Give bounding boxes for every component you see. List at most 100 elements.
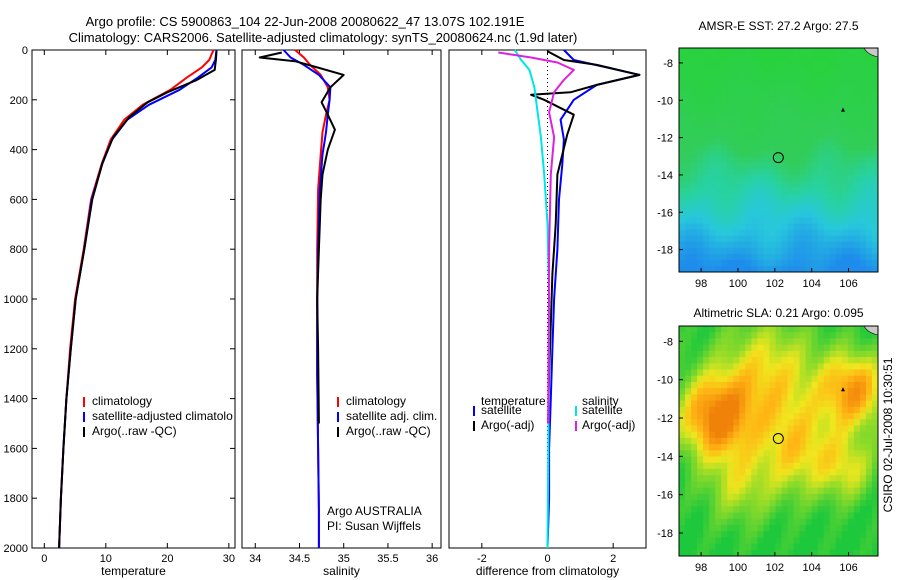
map-cell: [871, 431, 879, 439]
map-cell: [817, 66, 825, 73]
map-cell: [841, 531, 849, 538]
map-cell: [757, 549, 764, 557]
map-cell: [763, 500, 770, 507]
map-cell: [841, 468, 849, 476]
map-cell: [739, 265, 746, 273]
map-cell: [769, 217, 776, 224]
map-cell: [799, 388, 807, 395]
map-cell: [769, 369, 776, 377]
map-cell: [817, 205, 825, 212]
x-tick-label: 20: [161, 553, 173, 565]
map-cell: [817, 344, 825, 352]
map-cell: [847, 199, 855, 206]
map-cell: [721, 132, 728, 140]
map-cell: [865, 512, 873, 520]
map-cell: [787, 66, 794, 73]
map-cell: [751, 487, 758, 495]
map-cell: [829, 187, 837, 194]
map-cell: [751, 332, 758, 339]
map-cell: [703, 493, 710, 501]
map-cell: [727, 450, 734, 457]
map-cell: [829, 199, 837, 206]
map-cell: [799, 187, 807, 194]
map-cell: [829, 350, 837, 358]
map-cell: [799, 156, 807, 164]
map-cell: [841, 357, 849, 364]
map-cell: [841, 144, 849, 152]
map-cell: [691, 138, 698, 146]
map-cell: [721, 193, 728, 200]
map-cell: [829, 144, 837, 152]
map-cell: [739, 138, 746, 146]
map-cell: [823, 543, 831, 551]
map-cell: [763, 169, 770, 176]
map-cell: [751, 500, 758, 507]
map-cell: [709, 531, 716, 538]
map-cell: [775, 235, 782, 243]
map-cell: [859, 381, 867, 389]
map-cell: [685, 450, 692, 457]
map-cell: [679, 193, 686, 200]
map-cell: [841, 332, 849, 339]
map-cell: [793, 144, 801, 152]
map-cell: [721, 175, 728, 182]
map-cell: [769, 425, 776, 433]
map-cell: [763, 543, 770, 551]
map-cell: [715, 84, 722, 91]
map-cell: [811, 475, 819, 482]
map-cell: [775, 394, 782, 401]
map-cell: [775, 456, 782, 464]
map-cell: [871, 350, 879, 358]
map-cell: [775, 108, 782, 115]
map-cell: [727, 96, 734, 103]
map-cell: [835, 229, 843, 237]
map-cell: [799, 132, 807, 140]
map-cell: [709, 48, 716, 55]
map-cell: [829, 72, 837, 79]
map-cell: [685, 487, 692, 495]
map-cell: [823, 163, 831, 170]
map-cell: [829, 66, 837, 73]
map-cell: [787, 375, 794, 383]
map-cell: [697, 543, 704, 551]
map-cell: [841, 500, 849, 507]
map-cell: [787, 259, 794, 267]
map-cell: [769, 394, 776, 401]
map-cell: [751, 350, 758, 358]
map-cell: [769, 78, 776, 85]
map-cell: [709, 481, 716, 489]
map-cell: [685, 72, 692, 79]
map-cell: [697, 381, 704, 389]
map-cell: [733, 108, 740, 115]
map-cell: [769, 487, 776, 495]
map-cell: [817, 217, 825, 224]
map-cell: [685, 120, 692, 128]
map-cell: [685, 437, 692, 445]
map-cell: [691, 241, 698, 249]
map-cell: [799, 468, 807, 476]
map-cell: [799, 456, 807, 464]
map-cell: [853, 60, 861, 67]
map-cell: [835, 265, 843, 273]
map-cell: [811, 193, 819, 200]
map-cell: [835, 338, 843, 346]
map-cell: [859, 419, 867, 426]
map-cell: [853, 78, 861, 85]
map-cell: [697, 60, 704, 67]
map-cell: [727, 247, 734, 255]
map-cell: [739, 48, 746, 55]
map-cell: [763, 175, 770, 182]
map-cell: [865, 181, 873, 188]
map-cell: [703, 223, 710, 231]
map-cell: [715, 138, 722, 146]
map-cell: [781, 375, 788, 383]
map-cell: [811, 150, 819, 158]
map-cell: [679, 96, 686, 103]
map-cell: [691, 437, 698, 445]
map-cell: [703, 531, 710, 538]
map-cell: [721, 357, 728, 364]
map-cell: [853, 156, 861, 164]
map-cell: [739, 338, 746, 346]
y-tick-label: 400: [10, 145, 28, 157]
map-cell: [685, 253, 692, 261]
